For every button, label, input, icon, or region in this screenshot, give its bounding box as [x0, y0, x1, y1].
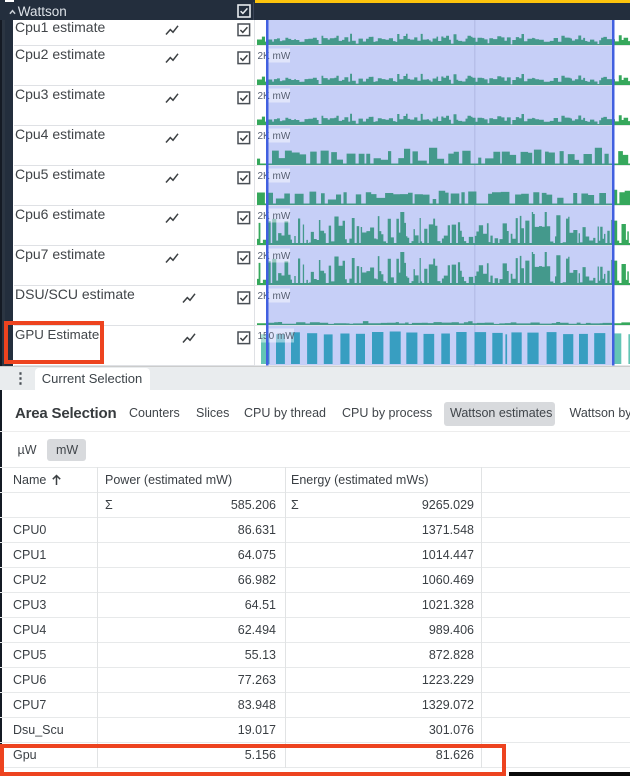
svg-text:2K mW: 2K mW [258, 291, 291, 302]
svg-text:2K mW: 2K mW [258, 51, 291, 62]
svg-text:2K mW: 2K mW [258, 131, 291, 142]
svg-text:2K mW: 2K mW [258, 91, 291, 102]
svg-text:2K mW: 2K mW [258, 171, 291, 182]
svg-text:2K mW: 2K mW [258, 211, 291, 222]
svg-text:2K mW: 2K mW [258, 251, 291, 262]
svg-text:150 mW: 150 mW [258, 331, 296, 342]
